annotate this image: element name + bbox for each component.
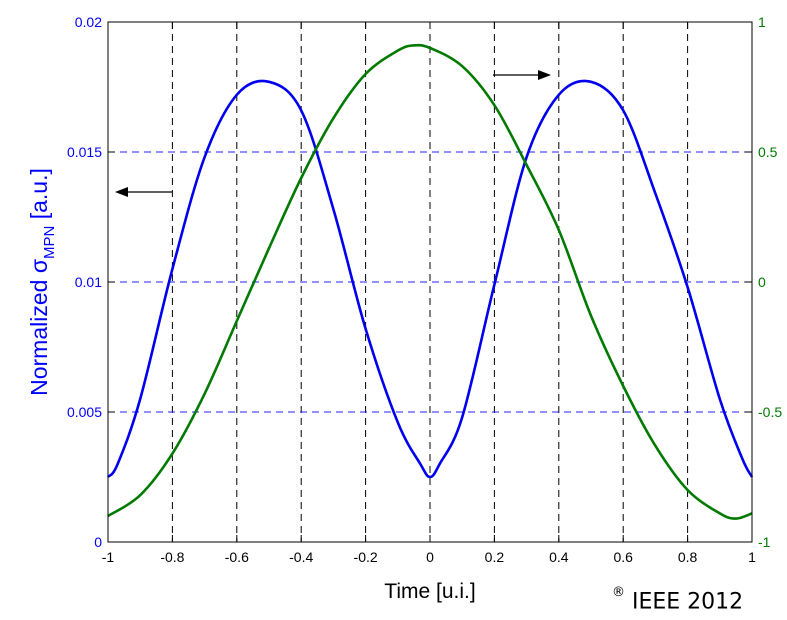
x-tick-label: -0.6 [225, 549, 249, 565]
arrow-left-axis-head [115, 187, 128, 197]
x-axis-label: Time [u.i.] [384, 580, 475, 603]
y-left-tick-label: 0.005 [67, 404, 102, 420]
y-left-tick-label: 0 [94, 534, 102, 550]
copyright-text: IEEE 2012 [632, 589, 744, 615]
y-right-tick-label: -0.5 [758, 404, 782, 420]
y-left-tick-label: 0.02 [75, 14, 102, 30]
y-right-tick-label: 0 [758, 274, 766, 290]
x-tick-label: -0.2 [354, 549, 378, 565]
series-group [106, 43, 754, 520]
x-tick-label: -0.8 [160, 549, 184, 565]
y-left-tick-label: 0.01 [75, 274, 102, 290]
x-tick-label: 0 [426, 549, 434, 565]
series-line-sigma-mpn [106, 79, 754, 479]
x-tick-label: 0.6 [613, 549, 633, 565]
x-tick-label: 0.2 [485, 549, 505, 565]
registered-icon: ® [612, 585, 625, 600]
y-axis-left-label-sub: MPN [41, 226, 58, 259]
x-tick-label: 0.4 [549, 549, 569, 565]
y-axis-left-label-main: Normalized σ [26, 259, 52, 396]
y-right-tick-label: 0.5 [758, 144, 778, 160]
grid [108, 22, 752, 542]
y-right-tick-label: 1 [758, 14, 766, 30]
y-axis-left-label-tail: [a.u.] [26, 168, 52, 226]
x-tick-label: 0.8 [678, 549, 698, 565]
arrow-right-axis-head [538, 70, 551, 80]
y-right-tick-label: -1 [758, 534, 771, 550]
axes: -1 -0.8 -0.6 -0.4 -0.2 0 0.2 0.4 0.6 0.8 1 0 0.005 0.… [67, 14, 782, 565]
y-axis-left-label: Normalized σMPN [a.u.] [26, 168, 58, 396]
y-left-tick-label: 0.015 [67, 144, 102, 160]
x-tick-label: 1 [748, 549, 756, 565]
copyright-notice: ® IEEE 2012 [612, 585, 744, 615]
series-line-right-axis [107, 43, 753, 520]
x-tick-label: -1 [102, 549, 115, 565]
annotations [115, 70, 551, 197]
x-tick-label: -0.4 [289, 549, 313, 565]
